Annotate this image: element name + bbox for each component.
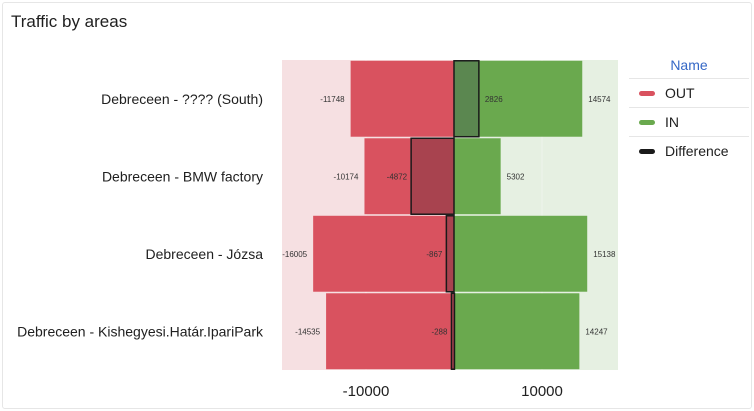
- bar-in-3: [454, 293, 580, 370]
- data-label-in-1: 5302: [507, 172, 525, 181]
- x-tick-label-0: -10000: [343, 383, 390, 400]
- bar-difference-3: [450, 292, 456, 370]
- bar-difference-1: [410, 137, 455, 215]
- bar-difference-2: [445, 215, 455, 293]
- legend-item-in[interactable]: IN: [629, 108, 749, 137]
- legend-label-difference: Difference: [665, 143, 729, 159]
- data-label-in-2: 15138: [593, 250, 616, 259]
- bar-difference-0: [453, 60, 480, 138]
- data-label-out-2: -16005: [282, 250, 307, 259]
- legend-swatch-difference: [639, 148, 655, 154]
- data-label-difference-1: -4872: [387, 172, 408, 181]
- legend: Name OUT IN Difference: [629, 52, 749, 165]
- category-label-1: Debreceen - BMW factory: [102, 168, 263, 184]
- data-label-out-3: -14535: [295, 327, 320, 336]
- data-label-out-0: -11748: [320, 95, 345, 104]
- category-label-2: Debreceen - Józsa: [145, 246, 263, 262]
- category-label-0: Debreceen - ???? (South): [101, 91, 263, 107]
- bar-in-2: [454, 215, 588, 292]
- data-label-difference-0: 2826: [485, 95, 503, 104]
- legend-item-out[interactable]: OUT: [629, 79, 749, 108]
- legend-header[interactable]: Name: [629, 52, 749, 79]
- legend-item-difference[interactable]: Difference: [629, 137, 749, 165]
- data-label-difference-3: -288: [431, 327, 448, 336]
- panel-title: Traffic by areas: [11, 12, 128, 31]
- bar-in-1: [454, 138, 501, 215]
- legend-label-in: IN: [665, 114, 679, 130]
- x-tick-label-1: 10000: [521, 383, 563, 400]
- category-label-3: Debreceen - Kishegyesi.Határ.IpariPark: [17, 323, 264, 339]
- data-label-difference-2: -867: [426, 250, 443, 259]
- data-label-out-1: -10174: [334, 172, 359, 181]
- legend-label-out: OUT: [665, 85, 695, 101]
- legend-swatch-out: [639, 90, 655, 96]
- bar-out-3: [326, 293, 454, 370]
- data-label-in-3: 14247: [585, 327, 608, 336]
- legend-swatch-in: [639, 119, 655, 125]
- bar-out-2: [313, 215, 454, 292]
- data-label-in-0: 14574: [588, 95, 611, 104]
- bar-out-0: [350, 60, 454, 137]
